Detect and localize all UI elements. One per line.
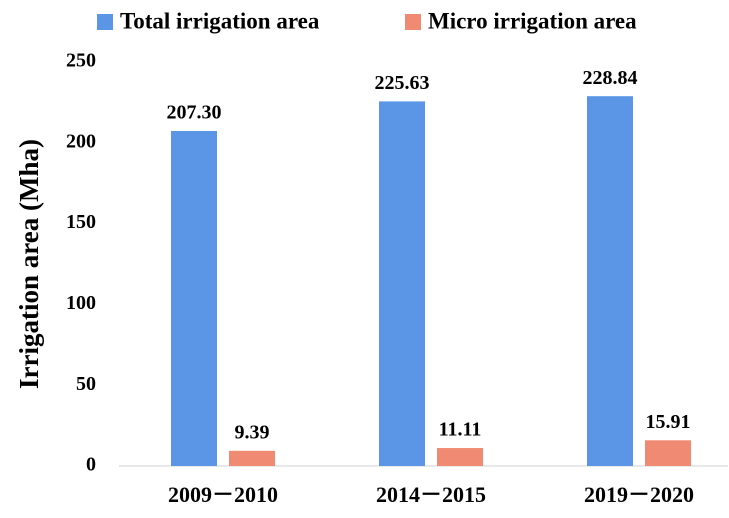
x-tick-label: 2009－2010 [168, 482, 278, 507]
value-label: 207.30 [167, 102, 222, 124]
bar [379, 101, 425, 466]
legend-swatch [97, 14, 113, 30]
bar [171, 131, 217, 466]
value-label: 9.39 [235, 421, 270, 443]
value-label: 11.11 [439, 419, 482, 441]
y-axis-label: Irrigation area (Mha) [14, 139, 44, 389]
bar [587, 96, 633, 467]
legend-label: Micro irrigation area [428, 8, 637, 33]
y-tick-label: 150 [66, 211, 96, 233]
y-tick-label: 0 [86, 454, 96, 476]
bar [229, 450, 275, 466]
legend-label: Total irrigation area [120, 8, 320, 33]
bar [437, 448, 483, 466]
value-label: 15.91 [646, 411, 691, 433]
value-label: 225.63 [375, 72, 430, 94]
y-tick-label: 200 [66, 130, 96, 152]
y-tick-label: 50 [76, 373, 96, 395]
legend-swatch [405, 14, 421, 30]
y-tick-label: 100 [66, 292, 96, 314]
x-tick-label: 2014－2015 [376, 482, 486, 507]
x-tick-label: 2019－2020 [584, 482, 694, 507]
value-label: 228.84 [583, 67, 638, 89]
bar [645, 440, 691, 466]
y-tick-label: 250 [66, 50, 96, 72]
